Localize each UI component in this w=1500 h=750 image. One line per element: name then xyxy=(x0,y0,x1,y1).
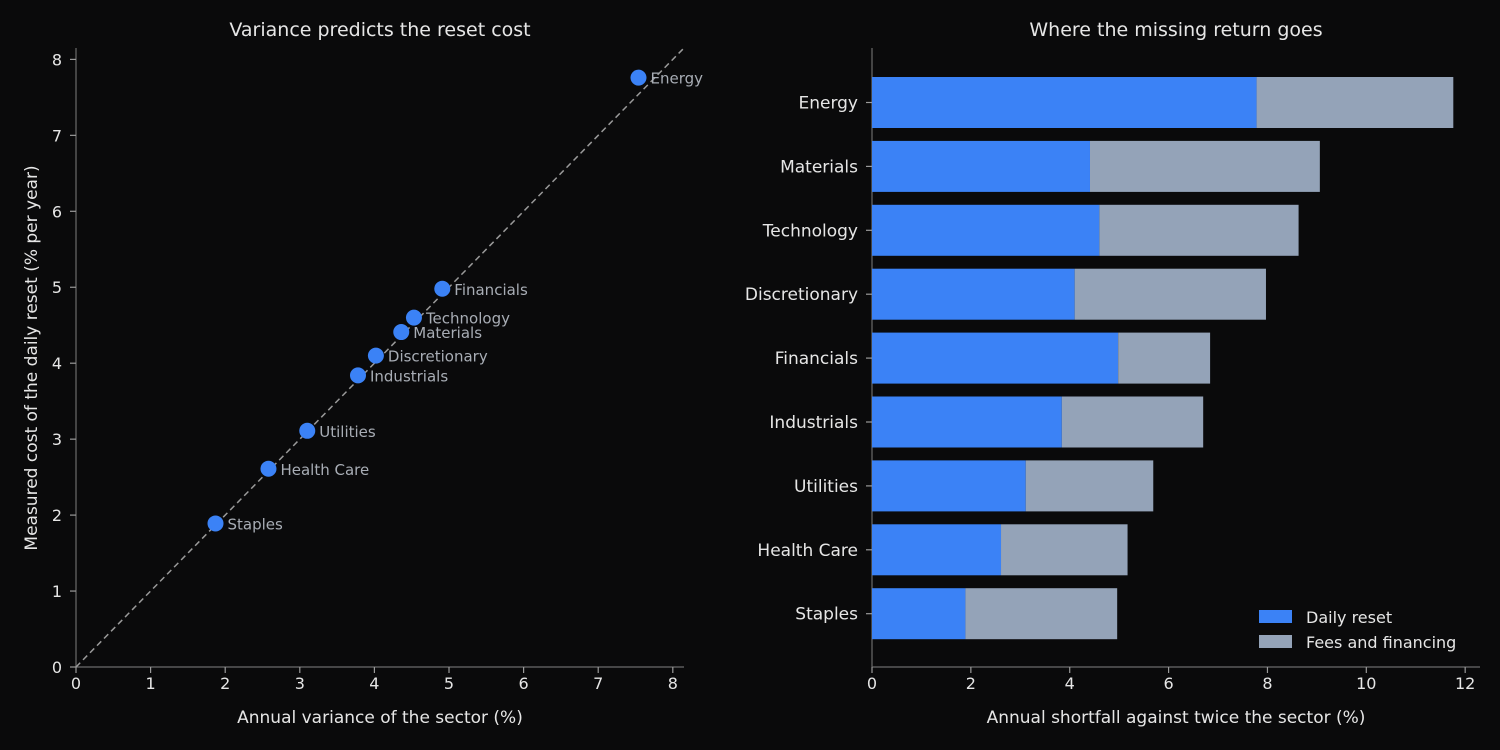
legend: Daily reset Fees and financing xyxy=(1259,608,1456,652)
scatter-xtick-label: 2 xyxy=(220,674,230,693)
bar-industrials-fees-financing xyxy=(1061,396,1204,448)
scatter-xtick-label: 1 xyxy=(146,674,156,693)
scatter-ytick-label: 0 xyxy=(52,658,62,677)
point-health-care xyxy=(260,460,277,477)
point-label-financials: Financials xyxy=(454,281,528,299)
bar-materials-fees-financing xyxy=(1089,140,1320,192)
point-label-technology: Technology xyxy=(425,310,510,328)
category-label-staples: Staples xyxy=(795,605,858,625)
bar-xtick-label: 0 xyxy=(867,674,877,693)
bar-xtick-label: 10 xyxy=(1356,674,1376,693)
point-label-health-care: Health Care xyxy=(280,461,369,479)
category-label-health-care: Health Care xyxy=(757,541,858,561)
scatter-ytick-label: 8 xyxy=(52,50,62,69)
bar-technology-fees-financing xyxy=(1099,204,1299,256)
point-label-discretionary: Discretionary xyxy=(388,348,488,366)
legend-swatch-fees-financing xyxy=(1259,635,1292,648)
point-discretionary xyxy=(367,347,384,364)
scatter-ytick-label: 6 xyxy=(52,202,62,221)
scatter-xtick-label: 0 xyxy=(71,674,81,693)
scatter-xtick-label: 5 xyxy=(444,674,454,693)
scatter-xtick-label: 7 xyxy=(593,674,603,693)
bar-energy-fees-financing xyxy=(1256,77,1454,128)
scatter-ylabel: Measured cost of the daily reset (% per … xyxy=(22,165,42,550)
bar-discretionary-daily-reset xyxy=(872,268,1075,320)
scatter-ytick-label: 7 xyxy=(52,126,62,145)
category-label-materials: Materials xyxy=(780,157,858,177)
stacked-bar-chart: Where the missing return goes Annual sho… xyxy=(745,19,1480,728)
bar-xtick-label: 8 xyxy=(1262,674,1272,693)
point-label-energy: Energy xyxy=(650,70,703,88)
point-label-utilities: Utilities xyxy=(319,423,376,441)
scatter-xtick-label: 6 xyxy=(519,674,529,693)
category-label-technology: Technology xyxy=(762,221,858,241)
bar-xtick-label: 4 xyxy=(1065,674,1075,693)
legend-swatch-daily-reset xyxy=(1259,610,1292,623)
point-technology xyxy=(405,309,422,326)
category-label-energy: Energy xyxy=(798,94,858,114)
legend-label-daily-reset: Daily reset xyxy=(1306,608,1392,627)
bar-xtick-label: 12 xyxy=(1455,674,1475,693)
bar-utilities-fees-financing xyxy=(1025,460,1154,512)
point-utilities xyxy=(299,422,316,439)
category-label-utilities: Utilities xyxy=(794,477,858,497)
bar-technology-daily-reset xyxy=(872,204,1100,256)
legend-label-fees-financing: Fees and financing xyxy=(1306,633,1456,652)
bar-financials-fees-financing xyxy=(1118,332,1211,384)
bar-financials-daily-reset xyxy=(872,332,1119,384)
scatter-ytick-label: 2 xyxy=(52,506,62,525)
point-materials xyxy=(393,324,410,341)
bar-xtick-label: 6 xyxy=(1163,674,1173,693)
point-label-staples: Staples xyxy=(228,515,284,533)
category-label-financials: Financials xyxy=(775,349,858,369)
bar-title: Where the missing return goes xyxy=(1029,19,1322,41)
bar-materials-daily-reset xyxy=(872,140,1090,192)
scatter-xtick-label: 8 xyxy=(668,674,678,693)
bar-staples-daily-reset xyxy=(872,588,966,640)
bar-health-care-fees-financing xyxy=(1001,524,1128,576)
point-industrials xyxy=(349,367,366,384)
bar-staples-fees-financing xyxy=(965,588,1118,640)
bar-industrials-daily-reset xyxy=(872,396,1062,448)
scatter-ytick-label: 4 xyxy=(52,354,62,373)
point-financials xyxy=(434,280,451,297)
point-energy xyxy=(630,69,647,86)
scatter-xtick-label: 3 xyxy=(295,674,305,693)
bar-energy-daily-reset xyxy=(872,77,1257,128)
point-label-industrials: Industrials xyxy=(370,367,448,385)
scatter-ytick-label: 5 xyxy=(52,278,62,297)
bar-utilities-daily-reset xyxy=(872,460,1026,512)
scatter-chart: Variance predicts the reset cost Annual … xyxy=(22,19,703,728)
category-label-industrials: Industrials xyxy=(769,413,858,433)
bar-health-care-daily-reset xyxy=(872,524,1002,576)
bar-xlabel: Annual shortfall against twice the secto… xyxy=(987,708,1366,728)
category-label-discretionary: Discretionary xyxy=(745,285,858,305)
bar-discretionary-fees-financing xyxy=(1074,268,1266,320)
scatter-ytick-label: 3 xyxy=(52,430,62,449)
point-staples xyxy=(207,515,224,532)
scatter-title: Variance predicts the reset cost xyxy=(229,19,530,41)
scatter-xlabel: Annual variance of the sector (%) xyxy=(237,708,523,728)
scatter-xtick-label: 4 xyxy=(369,674,379,693)
point-label-materials: Materials xyxy=(413,324,482,342)
bar-xtick-label: 2 xyxy=(966,674,976,693)
scatter-ytick-label: 1 xyxy=(52,582,62,601)
